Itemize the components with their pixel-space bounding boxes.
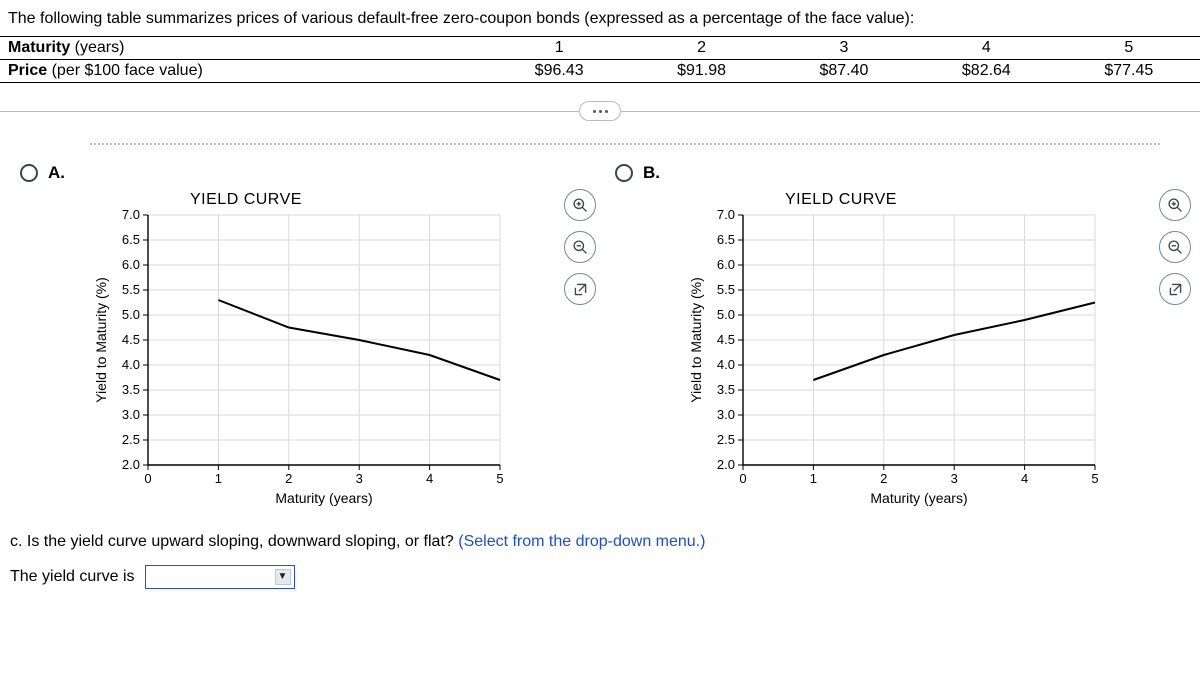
question-c-text: c. Is the yield curve upward sloping, do… <box>10 533 458 550</box>
zoom-in-icon[interactable] <box>564 189 596 221</box>
dotted-divider <box>90 143 1160 151</box>
dropdown-arrow-icon: ▼ <box>275 569 291 585</box>
maturity-cell: 1 <box>488 37 630 60</box>
maturity-cell: 5 <box>1058 37 1200 60</box>
zoom-in-icon[interactable] <box>1159 189 1191 221</box>
svg-text:7.0: 7.0 <box>122 209 140 222</box>
price-cell: $91.98 <box>630 60 772 83</box>
svg-text:0: 0 <box>739 471 746 486</box>
svg-text:2.5: 2.5 <box>717 432 735 447</box>
svg-text:6.5: 6.5 <box>717 232 735 247</box>
svg-text:3.5: 3.5 <box>122 382 140 397</box>
expand-pill[interactable] <box>579 101 621 121</box>
svg-text:Maturity (years): Maturity (years) <box>275 490 372 506</box>
maturity-label-bold: Maturity <box>8 39 70 56</box>
chart-b-title: YIELD CURVE <box>785 191 897 209</box>
svg-text:4.0: 4.0 <box>717 357 735 372</box>
svg-text:2: 2 <box>285 471 292 486</box>
svg-text:4: 4 <box>426 471 433 486</box>
question-c: c. Is the yield curve upward sloping, do… <box>0 511 1200 557</box>
svg-text:2: 2 <box>880 471 887 486</box>
section-divider <box>0 111 1200 129</box>
price-label: Price (per $100 face value) <box>0 60 488 83</box>
svg-text:6.0: 6.0 <box>122 257 140 272</box>
svg-text:5.5: 5.5 <box>122 282 140 297</box>
maturity-cell: 4 <box>915 37 1057 60</box>
price-cell: $82.64 <box>915 60 1057 83</box>
maturity-label-rest: (years) <box>70 39 124 56</box>
svg-text:1: 1 <box>215 471 222 486</box>
price-label-bold: Price <box>8 62 47 79</box>
option-b-label: B. <box>643 163 660 183</box>
price-row: Price (per $100 face value) $96.43 $91.9… <box>0 60 1200 83</box>
price-label-rest: (per $100 face value) <box>47 62 203 79</box>
option-b: B. YIELD CURVE 0 1 2 3 4 5 2.0 2.5 3.0 3.5 4.0 4.5 5… <box>605 159 1190 511</box>
svg-text:2.0: 2.0 <box>122 457 140 472</box>
svg-text:5.0: 5.0 <box>122 307 140 322</box>
svg-text:6.5: 6.5 <box>122 232 140 247</box>
maturity-cell: 2 <box>630 37 772 60</box>
svg-text:5: 5 <box>496 471 503 486</box>
radio-b[interactable] <box>615 164 633 182</box>
answer-dropdown[interactable]: ▼ <box>145 565 295 589</box>
price-cell: $77.45 <box>1058 60 1200 83</box>
svg-text:5.0: 5.0 <box>717 307 735 322</box>
svg-text:4.5: 4.5 <box>122 332 140 347</box>
chart-b-svg: 0 1 2 3 4 5 2.0 2.5 3.0 3.5 4.0 4.5 5.0 5.5 6.0 6.5 7.0 M… <box>685 209 1105 509</box>
svg-text:5.5: 5.5 <box>717 282 735 297</box>
question-c-hint: (Select from the drop-down menu.) <box>458 533 705 550</box>
maturity-label: Maturity (years) <box>0 37 488 60</box>
option-a-label: A. <box>48 163 65 183</box>
svg-text:2.5: 2.5 <box>122 432 140 447</box>
radio-a[interactable] <box>20 164 38 182</box>
svg-text:Yield to Maturity (%): Yield to Maturity (%) <box>93 277 109 403</box>
svg-text:0: 0 <box>144 471 151 486</box>
price-cell: $96.43 <box>488 60 630 83</box>
popout-icon[interactable] <box>564 273 596 305</box>
svg-text:3: 3 <box>951 471 958 486</box>
intro-text: The following table summarizes prices of… <box>0 0 1200 36</box>
chart-a-svg: 0 1 2 3 4 5 2.0 2.5 3.0 3.5 4.0 4.5 5.0 5.5 6.0 6.5 7.0 M… <box>90 209 510 509</box>
chart-a-title: YIELD CURVE <box>190 191 302 209</box>
svg-text:4: 4 <box>1021 471 1028 486</box>
option-a: A. YIELD CURVE 0 1 2 3 4 5 2.0 2.5 3.0 3.5 4.0 4.5 5… <box>10 159 595 511</box>
price-table: Maturity (years) 1 2 3 4 5 Price (per $1… <box>0 36 1200 83</box>
svg-text:7.0: 7.0 <box>717 209 735 222</box>
svg-text:4.5: 4.5 <box>717 332 735 347</box>
svg-text:3: 3 <box>356 471 363 486</box>
svg-text:1: 1 <box>810 471 817 486</box>
svg-text:3.5: 3.5 <box>717 382 735 397</box>
svg-text:6.0: 6.0 <box>717 257 735 272</box>
price-cell: $87.40 <box>773 60 915 83</box>
maturity-row: Maturity (years) 1 2 3 4 5 <box>0 37 1200 60</box>
svg-text:4.0: 4.0 <box>122 357 140 372</box>
zoom-out-icon[interactable] <box>1159 231 1191 263</box>
svg-text:2.0: 2.0 <box>717 457 735 472</box>
svg-text:Yield to Maturity (%): Yield to Maturity (%) <box>688 277 704 403</box>
zoom-out-icon[interactable] <box>564 231 596 263</box>
svg-text:5: 5 <box>1091 471 1098 486</box>
svg-text:3.0: 3.0 <box>717 407 735 422</box>
svg-text:Maturity (years): Maturity (years) <box>870 490 967 506</box>
answer-label: The yield curve is <box>10 568 135 586</box>
maturity-cell: 3 <box>773 37 915 60</box>
chart-b: YIELD CURVE 0 1 2 3 4 5 2.0 2.5 3.0 3.5 4.0 4.5 5.0 5… <box>685 191 1145 511</box>
popout-icon[interactable] <box>1159 273 1191 305</box>
svg-text:3.0: 3.0 <box>122 407 140 422</box>
chart-a: YIELD CURVE 0 1 2 3 4 5 2.0 2.5 3.0 3.5 4.0 4.5 5.0 5… <box>90 191 550 511</box>
